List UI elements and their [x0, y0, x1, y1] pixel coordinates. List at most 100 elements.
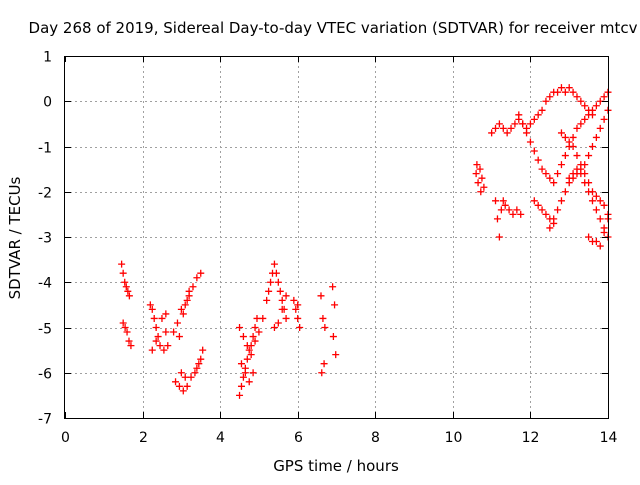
data-point [236, 391, 244, 399]
data-point [191, 369, 199, 377]
data-point [554, 170, 562, 178]
data-point [585, 152, 593, 160]
data-point [270, 260, 278, 268]
data-point [495, 233, 503, 241]
data-point [493, 215, 501, 223]
data-point [290, 296, 298, 304]
data-point [554, 206, 562, 214]
data-point [237, 360, 245, 368]
data-point [259, 314, 267, 322]
data-point [557, 129, 565, 137]
y-tick-label: -7 [38, 412, 52, 428]
data-point [150, 314, 158, 322]
data-point [581, 102, 589, 110]
data-point [241, 369, 249, 377]
y-axis-label: SDTVAR / TECUs [6, 176, 24, 299]
data-point [162, 310, 170, 318]
data-point [199, 346, 207, 354]
data-point [592, 133, 600, 141]
data-point [588, 143, 596, 150]
chart-title: Day 268 of 2019, Sidereal Day-to-day VTE… [29, 19, 638, 37]
data-point [596, 242, 604, 250]
data-point [245, 378, 253, 386]
data-point [573, 165, 581, 173]
y-tick-label: -6 [38, 367, 52, 383]
data-point [329, 333, 337, 341]
data-point [538, 106, 546, 114]
data-point [534, 156, 542, 164]
data-point [263, 296, 271, 304]
data-point [509, 210, 517, 218]
data-point [585, 111, 593, 119]
data-point [596, 197, 604, 205]
data-point [546, 174, 554, 182]
data-point [270, 324, 278, 331]
data-point [152, 324, 160, 331]
data-point [492, 197, 500, 205]
data-point [124, 287, 132, 295]
data-point [577, 161, 585, 169]
data-point [317, 292, 325, 300]
data-point [179, 387, 187, 395]
data-point [148, 305, 156, 313]
data-point [497, 206, 505, 214]
data-point [237, 382, 245, 390]
data-point [181, 373, 189, 381]
data-point [193, 274, 201, 282]
data-point [118, 260, 126, 268]
data-point [251, 337, 259, 345]
data-point [239, 373, 247, 381]
data-point [534, 201, 542, 209]
data-point [193, 364, 201, 372]
data-point [561, 188, 569, 196]
data-point [561, 133, 569, 141]
data-point [517, 210, 525, 218]
data-point [526, 138, 534, 146]
data-point [585, 179, 593, 187]
data-point [162, 328, 170, 336]
data-point [550, 179, 558, 187]
data-point [577, 120, 585, 128]
data-point [239, 333, 247, 341]
data-point [505, 206, 513, 214]
data-point [282, 314, 290, 322]
data-point [175, 333, 183, 341]
y-tick-label: 1 [43, 50, 52, 66]
data-point [473, 161, 481, 169]
data-point [251, 324, 259, 331]
data-point [170, 328, 178, 336]
data-point [478, 174, 486, 182]
data-point [499, 124, 507, 132]
data-point [550, 215, 558, 223]
data-point [538, 206, 546, 214]
data-point [488, 129, 496, 137]
data-point [179, 310, 187, 318]
data-point [507, 124, 515, 132]
data-point [476, 165, 484, 173]
data-point [542, 170, 550, 178]
data-point [247, 351, 255, 359]
data-point [600, 93, 608, 101]
data-point [292, 305, 300, 313]
data-point [503, 129, 511, 137]
data-point [267, 278, 275, 286]
data-point [596, 215, 604, 223]
data-point [511, 120, 519, 128]
data-point [569, 143, 577, 150]
data-point [127, 342, 135, 350]
data-point [565, 138, 573, 146]
data-point [121, 278, 129, 286]
data-point [477, 188, 485, 196]
data-point [320, 360, 328, 368]
data-point [122, 283, 130, 291]
data-point [164, 342, 172, 350]
data-point [530, 197, 538, 205]
data-point [278, 296, 286, 304]
data-point [557, 161, 565, 169]
data-point [561, 88, 569, 96]
data-point [189, 283, 197, 291]
data-point [526, 120, 534, 128]
data-series [118, 260, 207, 395]
data-point [534, 111, 542, 119]
data-point [173, 319, 181, 327]
